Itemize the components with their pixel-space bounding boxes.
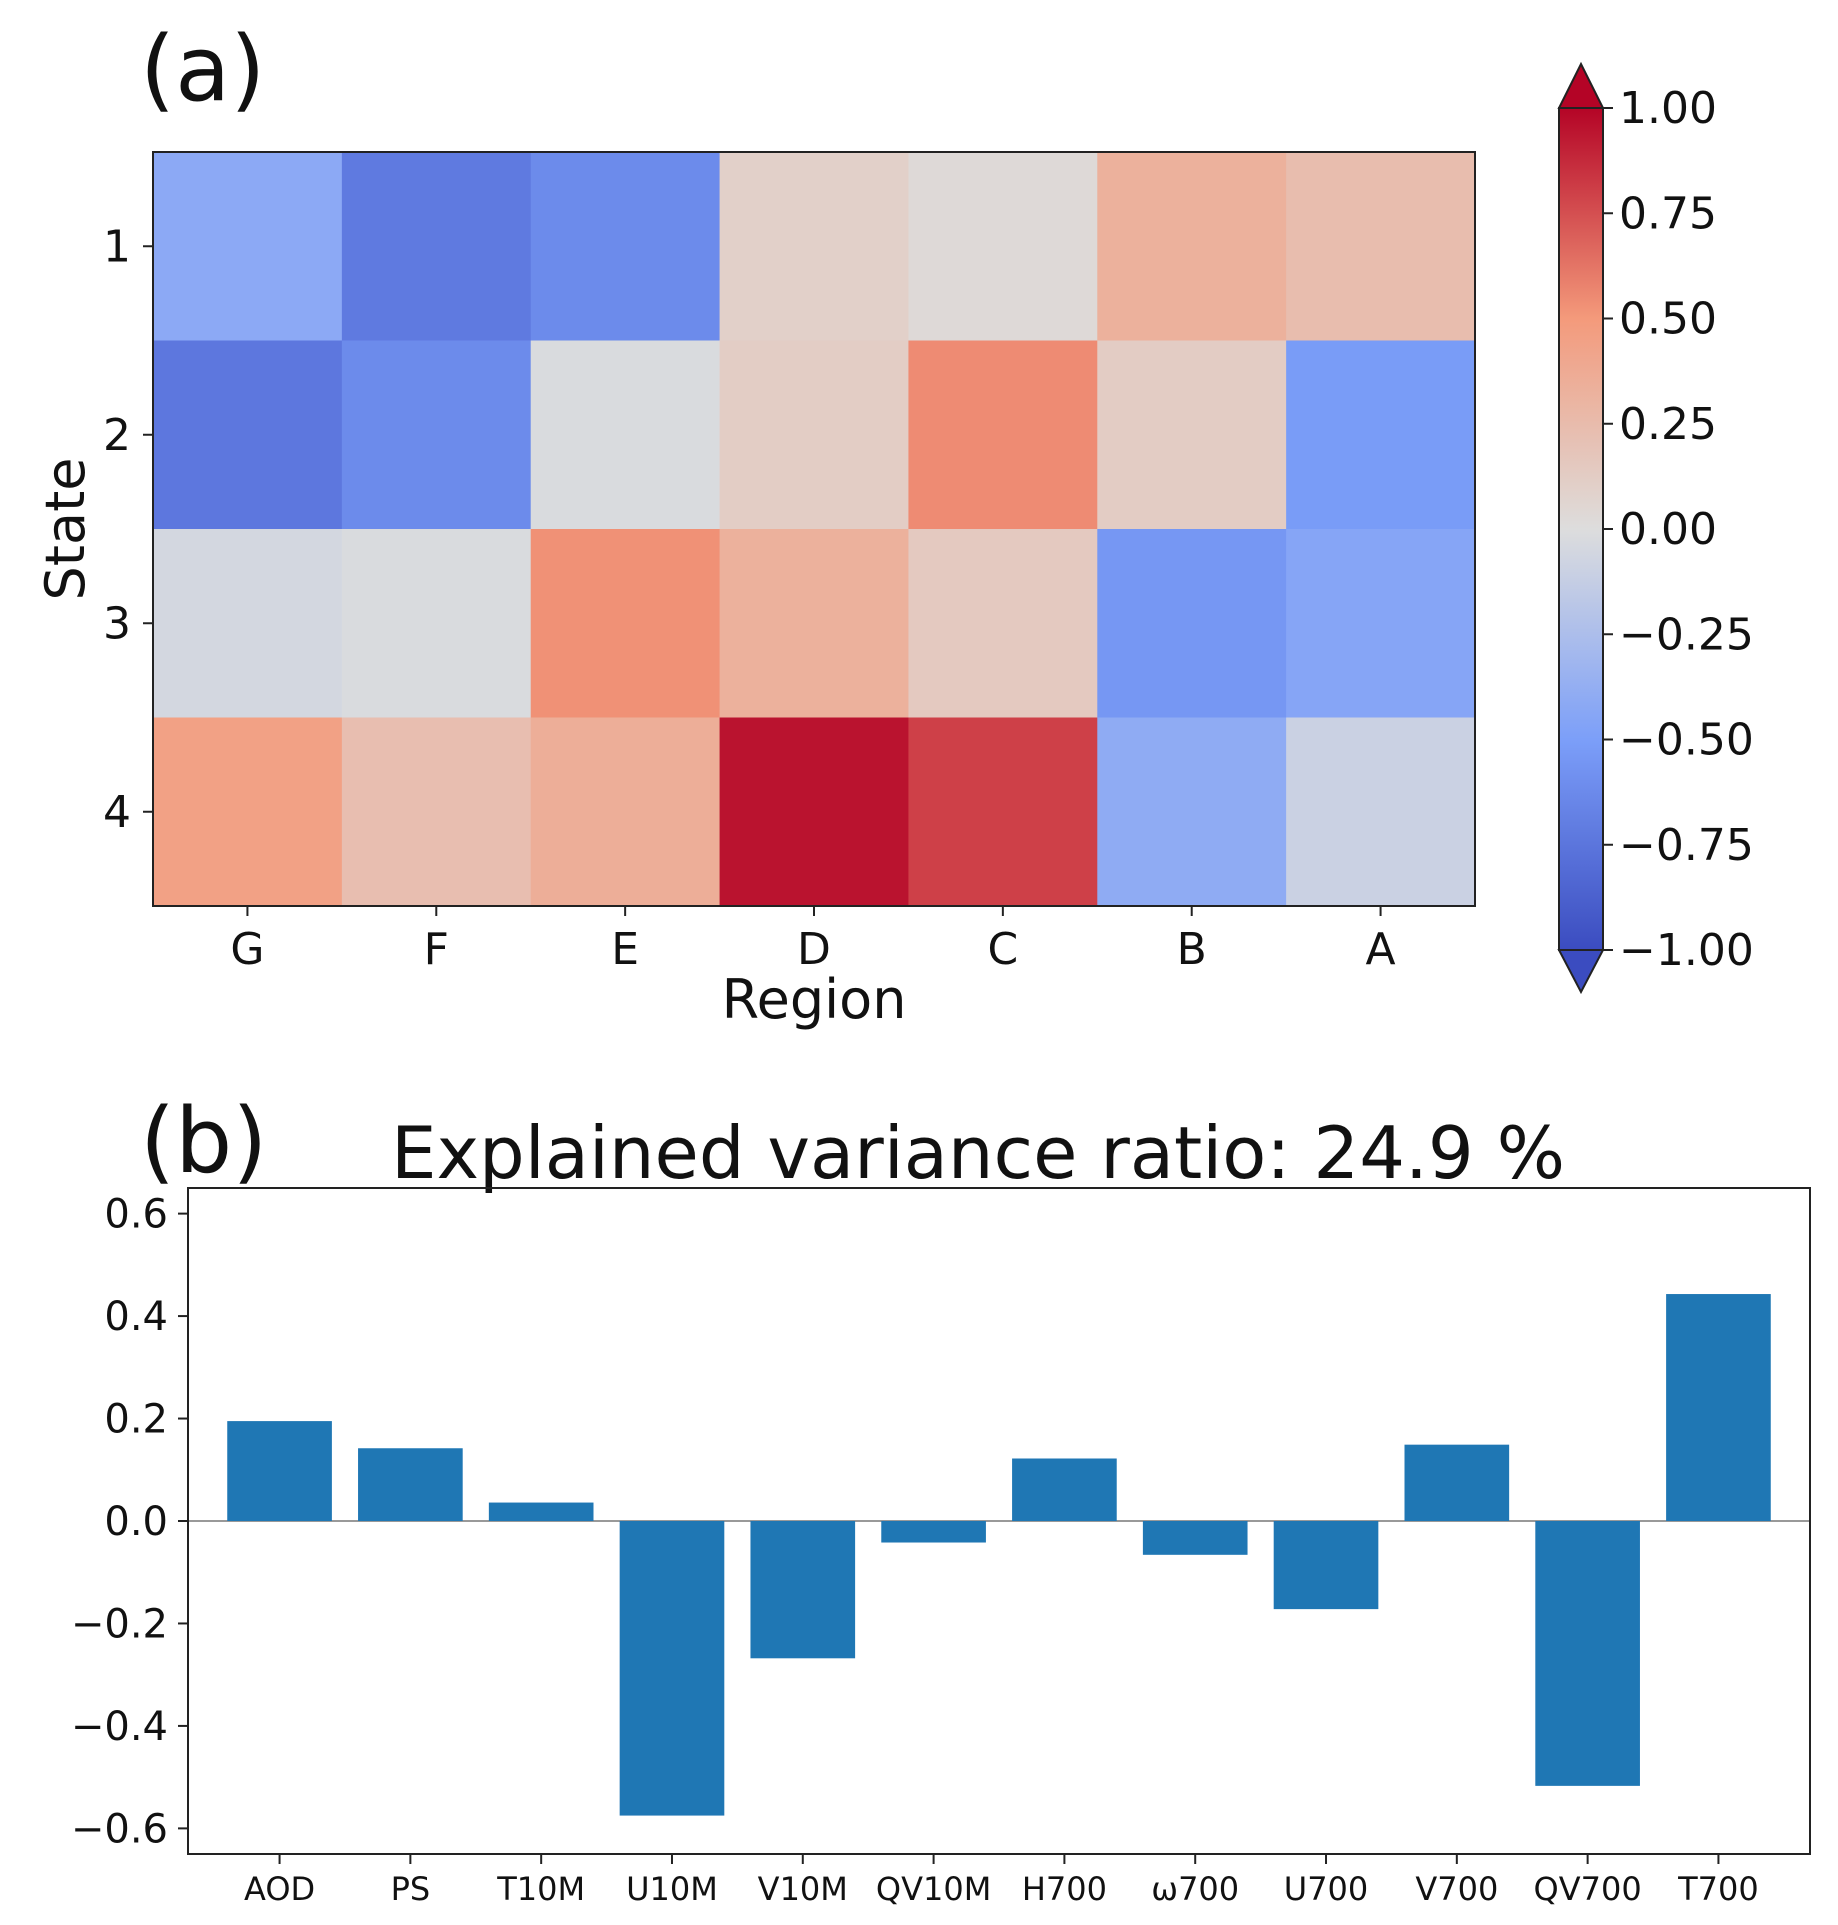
- heatmap-x-axis-title: Region: [722, 968, 907, 1031]
- colorbar-tick-label: −1.00: [1619, 925, 1754, 976]
- heatmap-cell-1-G: [153, 152, 343, 342]
- heatmap-cell-3-G: [153, 529, 343, 719]
- bar-y-tick-label: 0.4: [104, 1294, 168, 1340]
- heatmap-cell-4-C: [908, 717, 1098, 907]
- bar-chart-title: Explained variance ratio: 24.9 %: [391, 1111, 1565, 1195]
- bar-H700: [1012, 1458, 1117, 1521]
- heatmap-cell-4-E: [530, 717, 721, 907]
- bar-V700: [1404, 1444, 1510, 1521]
- heatmap-x-tick-label: E: [611, 924, 639, 975]
- bar-y-ticks: 0.6 0.4 0.2 0.0 −0.2 −0.4 −0.6: [71, 1192, 188, 1852]
- heatmap-cell-1-A: [1286, 152, 1476, 342]
- colorbar-tick-label: −0.75: [1619, 820, 1754, 871]
- heatmap-cell-3-C: [908, 529, 1098, 719]
- panel-b-label: (b): [140, 1089, 267, 1194]
- heatmap-cell-3-E: [530, 529, 721, 719]
- bar-QV10M: [881, 1521, 986, 1543]
- bar-x-tick-label: PS: [391, 1870, 431, 1908]
- colorbar-body: [1558, 107, 1604, 951]
- bar-U700: [1273, 1521, 1379, 1610]
- heatmap-cell-1-D: [719, 152, 910, 342]
- bars: [227, 1294, 1771, 1816]
- bar-x-tick-label: H700: [1022, 1870, 1107, 1908]
- heatmap-y-tick-label: 1: [103, 221, 131, 272]
- bar-y-tick-label: −0.2: [71, 1601, 168, 1647]
- bar-T10M: [488, 1502, 594, 1521]
- heatmap-cells: [153, 152, 1476, 907]
- bar-AOD: [227, 1421, 332, 1521]
- bar-x-tick-label: U700: [1284, 1870, 1369, 1908]
- bar-y-tick-label: 0.2: [104, 1397, 168, 1443]
- bar-x-tick-label: U10M: [626, 1870, 718, 1908]
- bar-x-tick-label: QV700: [1534, 1870, 1642, 1908]
- heatmap-x-tick-label: B: [1177, 924, 1207, 975]
- colorbar-tick-label: 0.00: [1619, 504, 1717, 555]
- bar-x-tick-label: ω700: [1151, 1870, 1239, 1908]
- colorbar-tick-label: 0.50: [1619, 294, 1717, 345]
- heatmap-cell-2-A: [1286, 340, 1476, 530]
- heatmap-x-tick-label: D: [797, 924, 831, 975]
- colorbar-tick-label: 1.00: [1619, 83, 1717, 134]
- heatmap-x-tick-label: A: [1366, 924, 1396, 975]
- bar-x-tick-label: T700: [1677, 1870, 1759, 1908]
- heatmap-y-tick-label: 3: [103, 598, 131, 649]
- colorbar: 1.00 0.75 0.50 0.25 0.00 −0.25 −0.50 −0.75 −1.00: [1557, 61, 1754, 995]
- bar-x-tick-label: QV10M: [876, 1870, 991, 1908]
- bar-x-tick-label: T10M: [496, 1870, 585, 1908]
- heatmap-x-tick-label: G: [230, 924, 264, 975]
- bar-T700: [1666, 1294, 1771, 1521]
- heatmap-cell-1-B: [1097, 152, 1287, 342]
- bar-V10M: [750, 1521, 856, 1659]
- heatmap-x-tick-label: C: [987, 924, 1018, 975]
- panel-a-heatmap: (a) G F E D C B A 1 2 3 4 Region State 1.00 0.75 0.…: [34, 17, 1754, 1031]
- heatmap-cell-2-B: [1097, 340, 1287, 530]
- bar-y-tick-label: 0.6: [104, 1192, 168, 1238]
- heatmap-cell-1-C: [908, 152, 1098, 342]
- heatmap-y-tick-label: 2: [103, 410, 131, 461]
- heatmap-y-axis-title: State: [34, 458, 97, 601]
- panel-b-bar-chart: (b) Explained variance ratio: 24.9 % 0.6…: [71, 1089, 1811, 1908]
- colorbar-extend-max: [1557, 61, 1605, 109]
- heatmap-cell-2-D: [719, 340, 910, 530]
- bar-x-tick-label: V10M: [758, 1870, 848, 1908]
- heatmap-cell-4-B: [1097, 717, 1287, 907]
- heatmap-cell-4-D: [719, 717, 910, 907]
- bar-y-tick-label: −0.4: [71, 1704, 168, 1750]
- heatmap-cell-3-B: [1097, 529, 1287, 719]
- heatmap-cell-1-F: [341, 152, 532, 342]
- colorbar-tick-label: 0.25: [1619, 399, 1717, 450]
- colorbar-extend-min: [1557, 949, 1605, 995]
- bar-QV700: [1535, 1521, 1640, 1786]
- heatmap-cell-3-F: [341, 529, 532, 719]
- bar-x-tick-label: V700: [1415, 1870, 1498, 1908]
- colorbar-tick-label: −0.25: [1619, 609, 1754, 660]
- colorbar-tick-label: 0.75: [1619, 188, 1717, 239]
- heatmap-cell-2-E: [530, 340, 721, 530]
- bar-PS: [358, 1448, 463, 1521]
- bar-y-tick-label: 0.0: [104, 1499, 168, 1545]
- heatmap-y-tick-label: 4: [103, 787, 131, 838]
- heatmap-cell-4-G: [153, 717, 343, 907]
- heatmap-cell-4-F: [341, 717, 532, 907]
- heatmap-y-ticks: 1 2 3 4: [103, 221, 153, 838]
- heatmap-cell-2-F: [341, 340, 532, 530]
- bar-ω700: [1142, 1521, 1248, 1555]
- heatmap-cell-3-A: [1286, 529, 1476, 719]
- colorbar-ticks: 1.00 0.75 0.50 0.25 0.00 −0.25 −0.50 −0.75 −1.00: [1603, 83, 1754, 976]
- bar-U10M: [619, 1521, 725, 1816]
- panel-a-label: (a): [140, 17, 265, 122]
- heatmap-cell-2-G: [153, 340, 343, 530]
- bar-y-tick-label: −0.6: [71, 1806, 168, 1852]
- heatmap-x-tick-label: F: [424, 924, 449, 975]
- heatmap-cell-3-D: [719, 529, 910, 719]
- heatmap-cell-2-C: [908, 340, 1098, 530]
- colorbar-tick-label: −0.50: [1619, 715, 1754, 766]
- bar-x-tick-label: AOD: [244, 1870, 315, 1908]
- bar-x-ticks: AOD PS T10M U10M V10M QV10M H700 ω700 U700 V700 QV…: [244, 1854, 1759, 1908]
- heatmap-cell-1-E: [530, 152, 721, 342]
- heatmap-cell-4-A: [1286, 717, 1476, 907]
